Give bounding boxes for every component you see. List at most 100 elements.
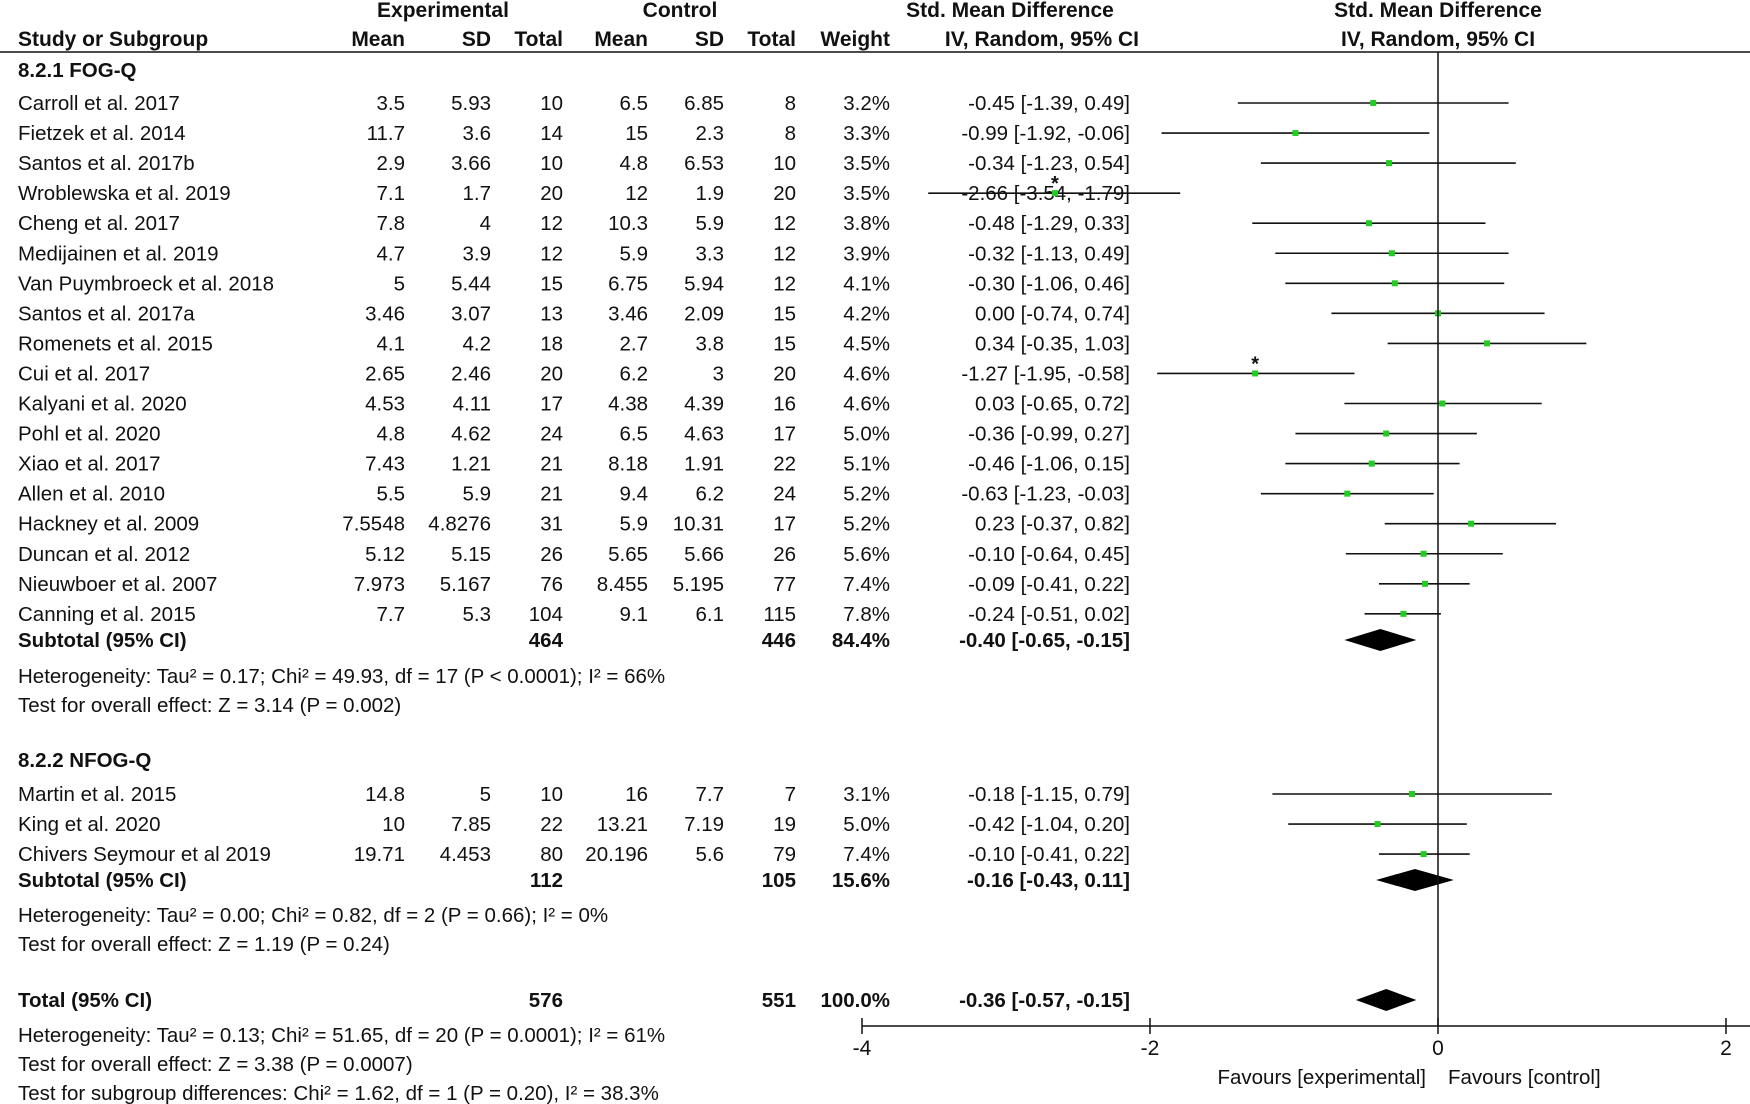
effect-ci-cell: -0.24 [-0.51, 0.02] — [968, 603, 1130, 626]
point-estimate — [1420, 550, 1427, 557]
exp-sd-cell: 5.93 — [451, 92, 491, 115]
study-name: Chivers Seymour et al 2019 — [18, 843, 271, 866]
weight-cell: 4.6% — [843, 362, 890, 385]
header-exp-sd: SD — [462, 28, 491, 51]
subtotal-weight: 15.6% — [832, 869, 890, 892]
weight-cell: 5.0% — [843, 813, 890, 836]
ctrl-mean-cell: 4.8 — [620, 152, 649, 175]
study-name: Cui et al. 2017 — [18, 362, 150, 385]
x-tick-label: -4 — [853, 1037, 872, 1060]
exp-mean-cell: 4.53 — [365, 393, 405, 416]
ctrl-sd-cell: 3 — [713, 362, 724, 385]
point-estimate — [1400, 610, 1407, 617]
effect-ci-cell: 0.03 [-0.65, 0.72] — [975, 393, 1130, 416]
ctrl-sd-cell: 1.91 — [684, 453, 724, 476]
study-name: Allen et al. 2010 — [18, 483, 165, 506]
exp-total-cell: 20 — [540, 362, 563, 385]
effect-ci-cell: -0.30 [-1.06, 0.46] — [968, 272, 1130, 295]
ctrl-mean-cell: 6.2 — [620, 362, 649, 385]
point-estimate — [1368, 460, 1375, 467]
exp-total-cell: 31 — [540, 513, 563, 536]
weight-cell: 3.3% — [843, 122, 890, 145]
exp-mean-cell: 2.65 — [365, 362, 405, 385]
point-estimate — [1483, 340, 1490, 347]
ctrl-mean-cell: 5.9 — [620, 513, 649, 536]
x-tick-label: -2 — [1141, 1037, 1160, 1060]
ctrl-total-cell: 12 — [773, 212, 796, 235]
exp-sd-cell: 3.6 — [463, 122, 492, 145]
header-effect-title: Std. Mean Difference — [906, 0, 1114, 22]
ctrl-total-cell: 79 — [773, 843, 796, 866]
effect-ci-cell: -0.32 [-1.13, 0.49] — [968, 242, 1130, 265]
ctrl-mean-cell: 4.38 — [608, 393, 648, 416]
exp-total-cell: 24 — [540, 423, 563, 446]
ctrl-sd-cell: 7.7 — [696, 783, 725, 806]
pooled-diamond — [1355, 989, 1417, 1011]
weight-cell: 3.1% — [843, 783, 890, 806]
ctrl-total-cell: 115 — [763, 603, 796, 626]
ctrl-sd-cell: 6.2 — [696, 483, 725, 506]
ctrl-mean-cell: 9.4 — [620, 483, 649, 506]
exp-sd-cell: 4.453 — [440, 843, 491, 866]
exp-total-cell: 104 — [529, 603, 563, 626]
point-estimate — [1252, 370, 1259, 377]
ctrl-total-cell: 12 — [773, 242, 796, 265]
ctrl-total-cell: 17 — [773, 423, 796, 446]
exp-sd-cell: 5.9 — [463, 483, 492, 506]
exp-sd-cell: 4.2 — [463, 332, 492, 355]
subgroup-title: 8.2.2 NFOG-Q — [18, 749, 151, 772]
exp-mean-cell: 14.8 — [365, 783, 405, 806]
subtotal-exp-total: 464 — [529, 629, 564, 652]
point-estimate — [1292, 130, 1299, 137]
weight-cell: 3.8% — [843, 212, 890, 235]
effect-ci-cell: 0.00 [-0.74, 0.74] — [975, 302, 1130, 325]
ctrl-sd-cell: 5.66 — [684, 543, 724, 566]
exp-total-cell: 76 — [540, 573, 563, 596]
exp-mean-cell: 5.12 — [365, 543, 405, 566]
subtotal-label: Total (95% CI) — [18, 989, 152, 1012]
exp-mean-cell: 2.9 — [377, 152, 406, 175]
weight-cell: 3.5% — [843, 152, 890, 175]
ctrl-total-cell: 26 — [773, 543, 796, 566]
subtotal-ctrl-total: 446 — [762, 629, 796, 652]
exp-sd-cell: 2.46 — [451, 362, 491, 385]
exp-mean-cell: 11.7 — [367, 122, 405, 145]
header-group-control: Control — [643, 0, 718, 22]
study-name: Canning et al. 2015 — [18, 603, 196, 626]
ctrl-total-cell: 8 — [785, 122, 796, 145]
subtotal-exp-total: 112 — [530, 869, 563, 892]
exp-total-cell: 12 — [540, 212, 563, 235]
effect-ci-cell: -0.48 [-1.29, 0.33] — [968, 212, 1130, 235]
header-effect-sub: IV, Random, 95% CI — [945, 28, 1139, 51]
exp-sd-cell: 5 — [480, 783, 491, 806]
point-estimate — [1051, 190, 1058, 197]
ctrl-total-cell: 20 — [773, 362, 796, 385]
weight-cell: 4.6% — [843, 393, 890, 416]
study-name: Santos et al. 2017a — [18, 302, 195, 325]
weight-cell: 4.1% — [843, 272, 890, 295]
effect-ci-cell: 0.34 [-0.35, 1.03] — [975, 332, 1130, 355]
exp-sd-cell: 4.8276 — [428, 513, 491, 536]
ctrl-sd-cell: 5.94 — [684, 272, 724, 295]
subtotal-label: Subtotal (95% CI) — [18, 629, 187, 652]
exp-mean-cell: 7.43 — [365, 453, 405, 476]
ctrl-mean-cell: 5.65 — [608, 543, 648, 566]
header-ctrl-total: Total — [747, 28, 796, 51]
total-overall-effect-text: Test for overall effect: Z = 3.38 (P = 0… — [18, 1053, 413, 1076]
effect-ci-cell: -0.45 [-1.39, 0.49] — [968, 92, 1130, 115]
heterogeneity-text: Heterogeneity: Tau² = 0.00; Chi² = 0.82,… — [18, 904, 608, 927]
ctrl-sd-cell: 5.195 — [673, 573, 724, 596]
exp-mean-cell: 4.7 — [377, 242, 406, 265]
ctrl-sd-cell: 6.53 — [684, 152, 724, 175]
header-group-experimental: Experimental — [377, 0, 509, 22]
ctrl-mean-cell: 5.9 — [620, 242, 649, 265]
ctrl-mean-cell: 8.455 — [597, 573, 648, 596]
exp-mean-cell: 7.1 — [377, 182, 406, 205]
point-estimate — [1420, 851, 1427, 858]
study-name: Duncan et al. 2012 — [18, 543, 190, 566]
subtotal-weight: 84.4% — [832, 629, 890, 652]
ctrl-mean-cell: 15 — [625, 122, 648, 145]
exp-mean-cell: 4.1 — [377, 332, 406, 355]
exp-mean-cell: 19.71 — [354, 843, 405, 866]
